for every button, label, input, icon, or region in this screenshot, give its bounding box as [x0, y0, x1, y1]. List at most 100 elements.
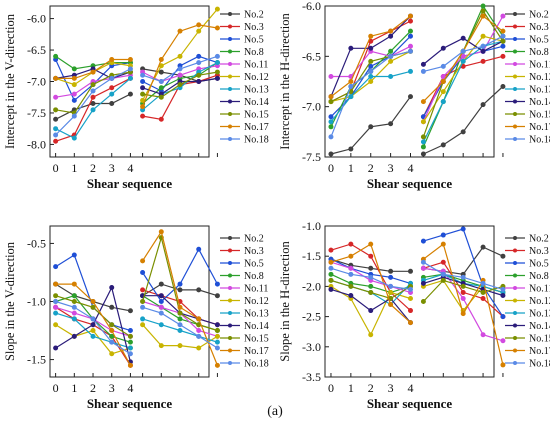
series-line	[423, 243, 504, 366]
data-point	[140, 258, 146, 264]
data-point	[140, 104, 146, 110]
data-point	[196, 345, 202, 351]
figure-label: (a)	[267, 404, 283, 419]
legend-marker	[513, 112, 517, 116]
data-point	[388, 73, 394, 79]
data-point	[460, 129, 466, 135]
legend-marker	[228, 137, 232, 141]
data-point	[407, 13, 413, 19]
data-point	[460, 289, 466, 295]
data-point	[388, 274, 394, 280]
x-axis-label: Shear sequence	[367, 396, 453, 411]
legend-marker	[228, 311, 232, 315]
data-point	[127, 339, 133, 345]
x-tick-label: 0	[328, 161, 334, 175]
data-point	[407, 68, 413, 74]
series-no18	[328, 33, 506, 140]
series-no5	[53, 246, 220, 334]
data-point	[420, 238, 426, 244]
data-point	[460, 274, 466, 280]
data-point	[90, 88, 96, 94]
data-point	[407, 320, 413, 326]
series-no12	[53, 6, 220, 103]
data-point	[53, 299, 59, 304]
legend-marker	[228, 87, 232, 91]
legend-marker	[513, 49, 517, 54]
data-point	[196, 316, 202, 322]
legend-label: No.13	[529, 85, 550, 96]
data-point	[348, 253, 354, 259]
data-point	[140, 316, 146, 322]
data-point	[127, 91, 133, 97]
legend-label: No.5	[529, 259, 549, 270]
y-tick-label: -2.0	[302, 279, 321, 293]
data-point	[460, 283, 466, 289]
data-point	[196, 72, 202, 78]
data-point	[500, 28, 506, 34]
data-point	[388, 48, 394, 54]
data-point	[388, 268, 394, 274]
x-tick-label: 4	[407, 381, 413, 395]
data-point	[196, 287, 202, 293]
y-tick-label: -7.5	[27, 106, 46, 120]
data-point	[214, 339, 220, 345]
legend-label: No.14	[244, 321, 269, 332]
data-point	[440, 277, 446, 283]
data-point	[127, 66, 133, 72]
y-axis-label: Intercept in the V-direction	[3, 13, 17, 149]
y-tick-label: -0.5	[27, 236, 46, 250]
legend-marker	[228, 323, 232, 328]
data-point	[500, 253, 506, 259]
data-point	[500, 292, 506, 298]
legend-marker	[228, 261, 232, 265]
data-point	[328, 99, 334, 105]
data-point	[500, 286, 506, 292]
data-point	[109, 328, 115, 334]
data-point	[480, 48, 486, 54]
legend-marker	[228, 49, 232, 54]
legend-label: No.15	[244, 334, 269, 345]
data-point	[177, 322, 183, 328]
y-tick-label: -7.0	[27, 75, 46, 89]
data-point	[460, 35, 466, 41]
data-point	[158, 299, 164, 304]
data-point	[407, 48, 413, 54]
y-tick-label: -7.5	[302, 150, 321, 164]
series-no12	[53, 322, 220, 357]
x-tick-label: 0	[328, 381, 334, 395]
legend-marker	[513, 99, 517, 104]
data-point	[460, 58, 466, 64]
data-point	[388, 121, 394, 127]
data-point	[53, 264, 59, 270]
data-point	[158, 343, 164, 349]
data-point	[480, 58, 486, 64]
y-tick-label: -1.0	[302, 219, 321, 233]
legend-marker	[513, 37, 517, 41]
data-point	[420, 139, 426, 145]
data-point	[328, 259, 334, 265]
series-no15	[328, 8, 506, 140]
data-point	[214, 328, 220, 334]
data-point	[368, 241, 374, 247]
legend-marker	[513, 311, 517, 315]
data-point	[196, 333, 202, 339]
series-no14	[328, 13, 506, 100]
legend-label: No.18	[244, 135, 269, 146]
legend-marker	[228, 298, 232, 303]
x-tick-label: 2	[90, 381, 96, 395]
data-point	[480, 13, 486, 19]
data-point	[140, 299, 146, 304]
x-axis-label: Shear sequence	[87, 176, 173, 191]
data-point	[53, 107, 59, 113]
legend-marker	[228, 37, 232, 41]
data-point	[407, 308, 413, 314]
data-point	[158, 304, 164, 310]
data-point	[368, 58, 374, 64]
data-point	[480, 3, 486, 9]
legend-label: No.11	[529, 284, 550, 295]
y-tick-label: -6.5	[302, 49, 321, 63]
data-point	[500, 362, 506, 368]
y-tick-label: -7.0	[302, 100, 321, 114]
